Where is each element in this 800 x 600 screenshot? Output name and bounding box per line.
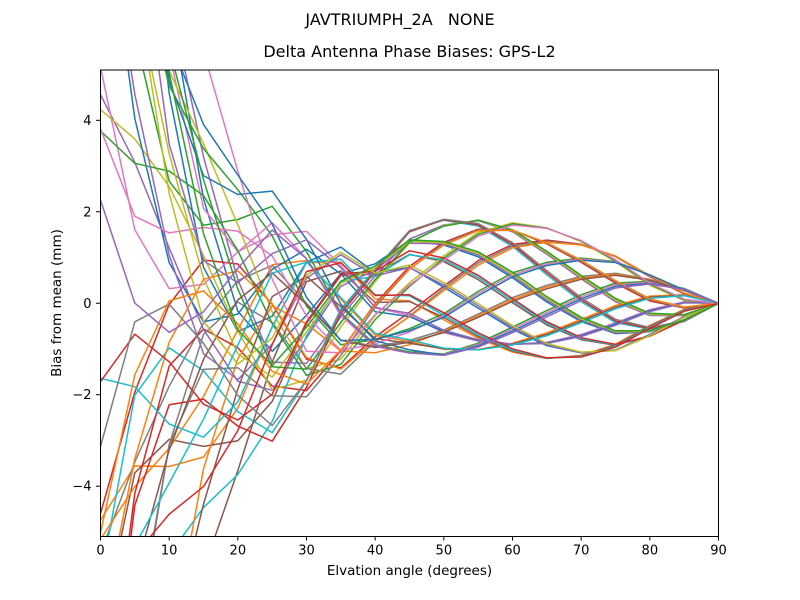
bias-line: [100, 108, 719, 391]
bias-line: [190, 273, 719, 537]
bias-line: [158, 70, 719, 345]
bias-line: [100, 218, 719, 448]
y-tick-label: −2: [72, 388, 91, 403]
bias-line: [100, 130, 719, 377]
bias-line: [100, 229, 719, 534]
bias-line: [148, 70, 719, 365]
x-tick-label: 0: [96, 544, 104, 559]
bias-line: [118, 241, 719, 537]
y-tick-label: 4: [83, 114, 91, 129]
x-tick-label: 10: [161, 544, 178, 559]
bias-lines: [100, 70, 719, 537]
bias-line: [168, 70, 719, 367]
x-tick-label: 30: [298, 544, 315, 559]
bias-line: [144, 272, 719, 537]
axes-title: Delta Antenna Phase Biases: GPS-L2: [263, 42, 556, 61]
bias-line: [149, 261, 719, 537]
y-tick-label: 2: [83, 205, 91, 220]
bias-line: [100, 249, 719, 421]
x-tick-label: 40: [367, 544, 384, 559]
bias-line: [174, 70, 719, 370]
bias-line: [180, 70, 719, 342]
y-tick-label: 0: [83, 297, 91, 312]
x-tick-label: 90: [710, 544, 727, 559]
x-tick-label: 60: [504, 544, 521, 559]
x-tick-label: 80: [642, 544, 659, 559]
x-tick-label: 50: [436, 544, 453, 559]
bias-line: [194, 275, 719, 537]
x-tick-label: 70: [573, 544, 590, 559]
bias-line: [100, 258, 719, 438]
y-axis-label: Bias from mean (mm): [49, 229, 65, 377]
bias-line: [100, 199, 719, 357]
bias-line: [184, 70, 719, 365]
figure-suptitle: JAVTRIUMPH_2A NONE: [305, 10, 495, 29]
bias-line: [207, 70, 719, 354]
x-axis-label: Elvation angle (degrees): [326, 563, 493, 579]
bias-line: [166, 70, 719, 356]
x-tick-label: 20: [230, 544, 247, 559]
bias-line: [106, 264, 719, 537]
bias-line: [138, 261, 719, 537]
y-tick-label: −4: [72, 480, 91, 495]
